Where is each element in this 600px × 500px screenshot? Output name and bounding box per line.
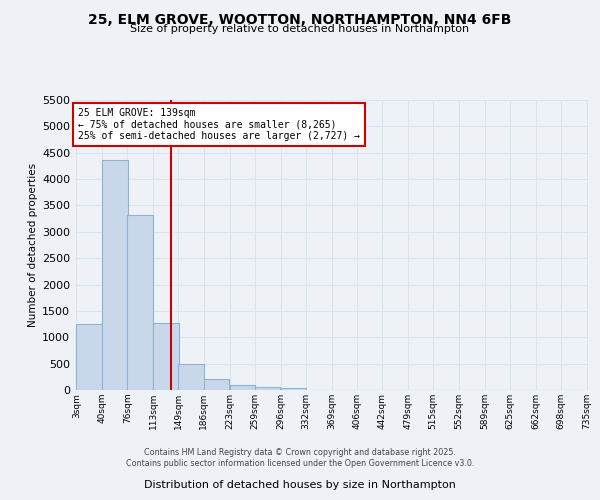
Bar [76,324,102,390]
Bar [230,386,255,390]
Bar [102,160,128,390]
Bar [255,387,280,390]
Bar [127,216,153,390]
Text: 25, ELM GROVE, WOOTTON, NORTHAMPTON, NN4 6FB: 25, ELM GROVE, WOOTTON, NORTHAMPTON, NN4… [88,12,512,26]
Bar [281,388,306,390]
Text: Size of property relative to detached houses in Northampton: Size of property relative to detached ho… [130,24,470,34]
Text: 25 ELM GROVE: 139sqm
← 75% of detached houses are smaller (8,265)
25% of semi-de: 25 ELM GROVE: 139sqm ← 75% of detached h… [78,108,360,141]
Y-axis label: Number of detached properties: Number of detached properties [28,163,38,327]
Bar [153,323,179,390]
Bar [204,378,229,390]
Text: Contains HM Land Registry data © Crown copyright and database right 2025.
Contai: Contains HM Land Registry data © Crown c… [126,448,474,468]
Bar [178,364,203,390]
Text: Distribution of detached houses by size in Northampton: Distribution of detached houses by size … [144,480,456,490]
